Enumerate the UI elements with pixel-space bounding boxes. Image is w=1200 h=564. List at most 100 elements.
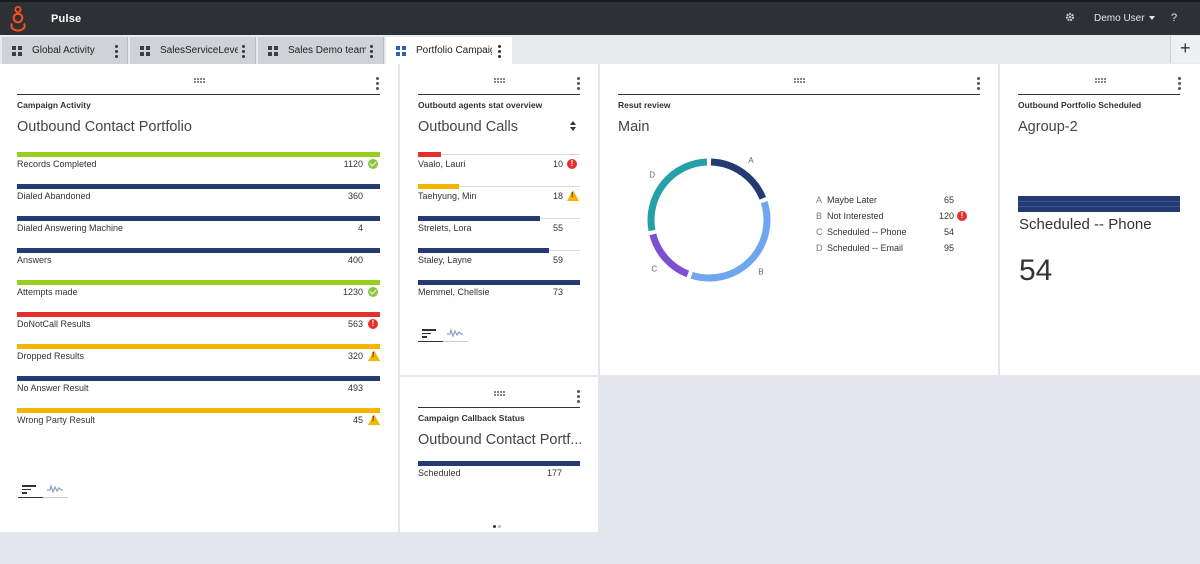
- widget-more-icon[interactable]: [1178, 77, 1181, 92]
- metric-value: 54: [1019, 254, 1053, 287]
- tab-global-activity[interactable]: Global Activity: [2, 37, 128, 64]
- widget-category: Campaign Callback Status: [418, 413, 525, 423]
- metric-value: 4: [357, 223, 363, 233]
- legend-value: 120: [938, 211, 954, 221]
- metric-value: 563: [347, 319, 363, 329]
- drag-handle-icon[interactable]: [1095, 78, 1106, 83]
- legend-key: C: [816, 227, 823, 237]
- tab-more-icon[interactable]: [498, 45, 502, 58]
- drag-handle-icon[interactable]: [494, 391, 505, 396]
- metric-value: 400: [347, 255, 363, 265]
- tab-more-icon[interactable]: [370, 45, 374, 58]
- header-divider: [618, 94, 980, 95]
- metric-value: 493: [347, 383, 363, 393]
- metric-label: Attempts made: [17, 287, 78, 297]
- legend-value: 54: [943, 227, 954, 237]
- plus-icon: +: [1180, 38, 1191, 58]
- metric-bar: [17, 280, 380, 285]
- donut-slice-c[interactable]: [649, 233, 690, 278]
- metric-bar: [17, 216, 380, 221]
- user-menu[interactable]: Demo User: [1094, 13, 1155, 24]
- genesys-logo-icon[interactable]: [9, 6, 27, 32]
- list-item: Attempts made 1230: [17, 280, 380, 300]
- trend-view-icon[interactable]: [47, 484, 63, 494]
- tab-more-icon[interactable]: [242, 45, 246, 58]
- header-divider: [418, 94, 580, 95]
- metric-value: 55: [552, 223, 563, 233]
- add-tab-button[interactable]: +: [1170, 36, 1200, 63]
- tab-portfolio-campaign[interactable]: Portfolio Campaign: [386, 37, 512, 64]
- drag-handle-icon[interactable]: [194, 78, 205, 83]
- donut-chart: A B C D: [647, 156, 771, 282]
- list-view-icon[interactable]: [422, 329, 436, 338]
- tab-more-icon[interactable]: [115, 45, 119, 58]
- metric-value: 1230: [342, 287, 363, 297]
- header-divider: [17, 94, 380, 95]
- list-item: Answers 400: [17, 248, 380, 268]
- trend-view-icon[interactable]: [447, 328, 463, 338]
- metric-bar: [418, 216, 540, 221]
- metric-label: Records Completed: [17, 159, 97, 169]
- dashboard-tabs: Global Activity SalesServiceLevel Sales …: [0, 35, 1200, 64]
- donut-slice-a[interactable]: [710, 158, 767, 200]
- metric-label: No Answer Result: [17, 383, 89, 393]
- slice-label: B: [758, 267, 763, 276]
- metric-label: Dropped Results: [17, 351, 85, 361]
- view-toggle: [418, 326, 468, 342]
- metric-value: 177: [546, 468, 562, 478]
- list-item: Staley, Layne 59: [418, 248, 580, 268]
- metric-bar: [418, 184, 459, 189]
- active-view-indicator: [18, 497, 43, 498]
- tab-salesservicelevel[interactable]: SalesServiceLevel: [130, 37, 256, 64]
- list-item: Records Completed 1120: [17, 152, 380, 172]
- drag-handle-icon[interactable]: [494, 78, 505, 83]
- list-item: Scheduled 177: [418, 461, 580, 481]
- list-view-icon[interactable]: [22, 485, 36, 494]
- widget-more-icon[interactable]: [577, 390, 580, 405]
- header-divider: [418, 407, 580, 408]
- legend-key: B: [816, 211, 823, 221]
- widget-more-icon[interactable]: [376, 77, 379, 92]
- status-warning-icon: !: [368, 414, 380, 425]
- donut-slice-b[interactable]: [690, 201, 771, 282]
- agent-name: Memmel, Chellsie: [418, 287, 490, 297]
- metric-bar: [17, 376, 380, 381]
- metric-bar: [17, 408, 380, 413]
- inactive-view-indicator: [43, 497, 68, 498]
- metric-bar: [17, 344, 380, 349]
- list-item: Taehyung, Min 18!: [418, 184, 580, 204]
- legend-label: Scheduled -- Phone: [827, 227, 907, 237]
- widget-more-icon[interactable]: [577, 77, 580, 92]
- metric-label: DoNotCall Results: [17, 319, 91, 329]
- widget-more-icon[interactable]: [977, 77, 980, 92]
- help-icon[interactable]: ?: [1171, 12, 1178, 24]
- dashboard-grid-icon: [12, 46, 22, 56]
- user-name: Demo User: [1094, 13, 1145, 24]
- widget-outbound-agents: Outboutd agents stat overview Outbound C…: [400, 64, 598, 375]
- legend-label: Scheduled -- Email: [827, 243, 904, 253]
- list-item: Dialed Abandoned 360: [17, 184, 380, 204]
- metric-value: 360: [347, 191, 363, 201]
- legend-item: B Not Interested 120!: [816, 211, 976, 225]
- status-error-icon: !: [567, 159, 577, 169]
- metric-label: Wrong Party Result: [17, 415, 95, 425]
- status-warning-icon: !: [368, 350, 380, 361]
- metric-value: 1120: [343, 159, 363, 169]
- metric-bar: [418, 280, 580, 285]
- agent-name: Strelets, Lora: [418, 223, 472, 233]
- slice-label: A: [748, 156, 754, 165]
- page-indicator[interactable]: [493, 515, 503, 533]
- metric-bar: [17, 184, 380, 189]
- agent-name: Staley, Layne: [418, 255, 472, 265]
- list-item: No Answer Result 493: [17, 376, 380, 396]
- sort-icon[interactable]: [570, 121, 577, 132]
- metric-label: Answers: [17, 255, 52, 265]
- gear-icon[interactable]: [1064, 11, 1076, 23]
- tab-sales-demo-team[interactable]: Sales Demo team: [258, 37, 384, 64]
- slice-label: C: [651, 264, 657, 273]
- view-toggle: [18, 482, 68, 498]
- metric-bar: [17, 248, 380, 253]
- metric-bar: [418, 248, 549, 253]
- donut-slice-d[interactable]: [647, 158, 708, 232]
- drag-handle-icon[interactable]: [794, 78, 805, 83]
